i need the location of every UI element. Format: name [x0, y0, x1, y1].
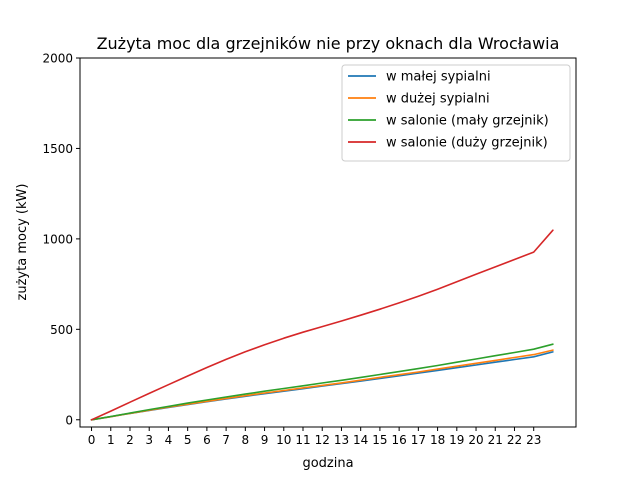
x-tick-label: 13	[334, 433, 349, 447]
axes-frame	[79, 57, 577, 428]
x-tick-label: 12	[315, 433, 330, 447]
x-tick-label: 3	[145, 433, 153, 447]
y-tick-label: 1500	[42, 142, 73, 156]
x-tick-label: 23	[526, 433, 541, 447]
x-tick-label: 20	[468, 433, 483, 447]
x-tick-label: 5	[184, 433, 192, 447]
x-tick-label: 4	[165, 433, 173, 447]
y-tick-label: 0	[65, 413, 73, 427]
x-tick-label: 21	[488, 433, 503, 447]
x-tick-label: 15	[372, 433, 387, 447]
series-line-4	[90, 229, 554, 421]
series-line-3	[90, 343, 554, 421]
x-axis: 0 1 2 3 4 5 6 7 8 9 10 11 12 13 14 15 16 17 18 19 20 21 22 23	[88, 427, 541, 447]
x-tick-label: 7	[222, 433, 230, 447]
legend-label-4: w salonie (duży grzejnik)	[386, 136, 548, 151]
x-tick-label: 9	[261, 433, 269, 447]
chart-title: Zużyta moc dla grzejników nie przy oknac…	[97, 34, 560, 53]
y-axis: 0 500 1000 1500 2000	[42, 52, 80, 427]
x-tick-label: 11	[295, 433, 310, 447]
x-tick-label: 22	[507, 433, 522, 447]
legend-box	[341, 64, 571, 162]
legend-label-3: w salonie (mały grzejnik)	[386, 114, 549, 129]
x-axis-label: godzina	[302, 456, 353, 471]
x-tick-label: 8	[242, 433, 250, 447]
x-tick-label: 6	[203, 433, 211, 447]
y-tick-label: 2000	[42, 52, 73, 66]
x-tick-label: 19	[449, 433, 464, 447]
x-tick-label: 16	[391, 433, 406, 447]
x-tick-label: 17	[411, 433, 426, 447]
x-tick-label: 18	[430, 433, 445, 447]
legend-label-2: w dużej sypialni	[386, 92, 490, 107]
legend: w małej sypialni w dużej sypialni w saloni…	[341, 64, 571, 162]
y-tick-label: 500	[50, 323, 73, 337]
legend-label-1: w małej sypialni	[386, 70, 491, 85]
y-axis-label: zużyta mocy (kW)	[15, 184, 30, 301]
x-tick-label: 2	[126, 433, 134, 447]
x-tick-label: 0	[88, 433, 96, 447]
x-tick-label: 1	[107, 433, 115, 447]
plot-area	[79, 57, 577, 428]
y-tick-label: 1000	[42, 232, 73, 246]
x-tick-label: 14	[353, 433, 368, 447]
series-lines	[90, 229, 554, 421]
x-tick-label: 10	[276, 433, 291, 447]
